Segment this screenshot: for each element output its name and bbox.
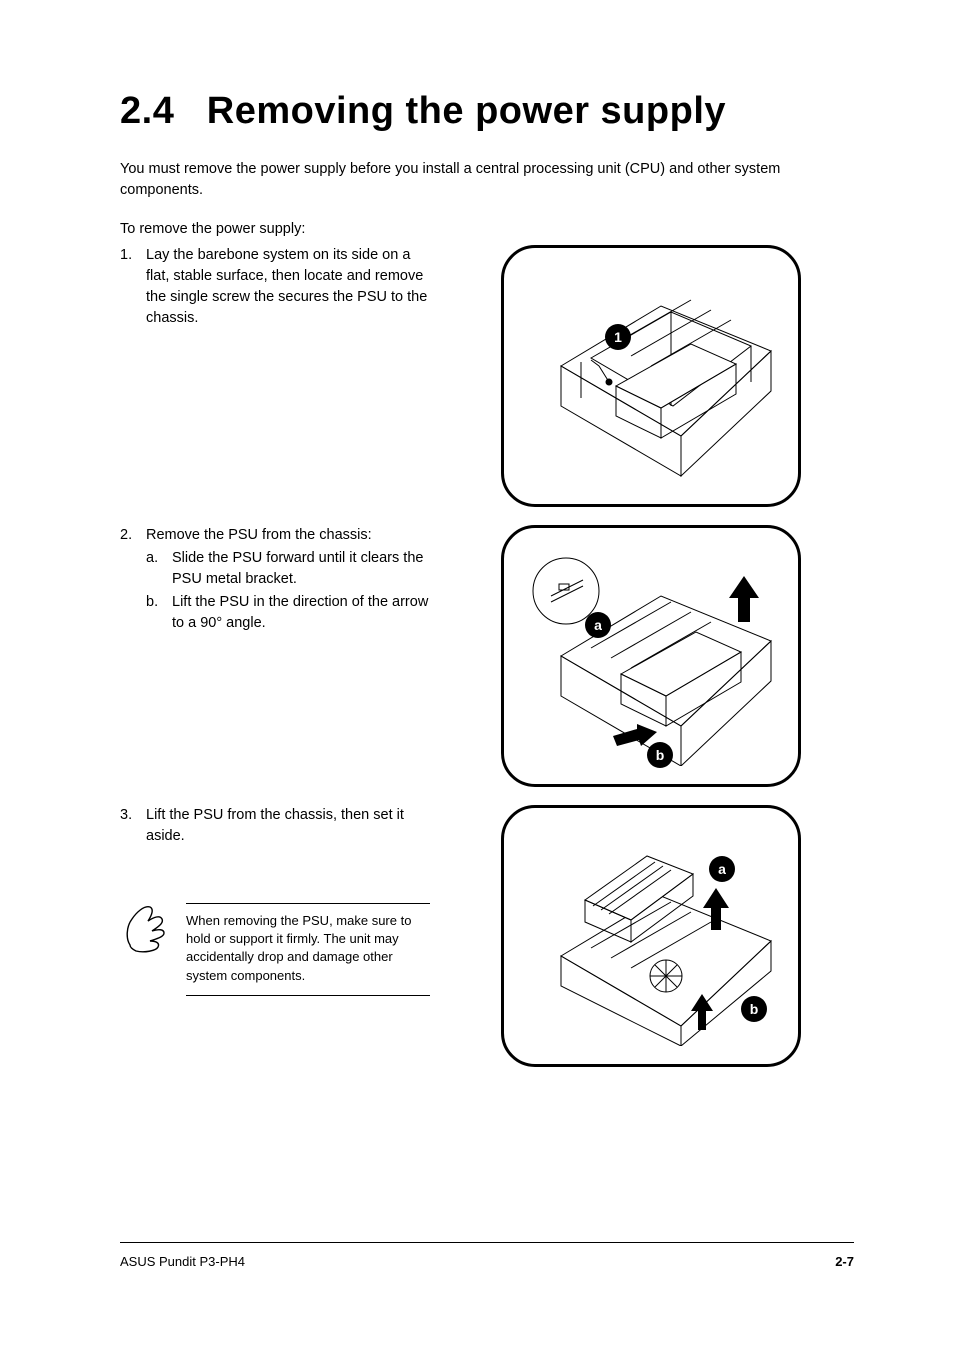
step-2-number: 2. bbox=[120, 525, 136, 634]
arrow-up-icon bbox=[729, 576, 759, 622]
footer-left: ASUS Pundit P3-PH4 bbox=[120, 1254, 245, 1269]
note-text: When removing the PSU, make sure to hold… bbox=[186, 903, 430, 996]
step-row-3: 3. Lift the PSU from the chassis, then s… bbox=[120, 805, 854, 1067]
heading-number: 2.4 bbox=[120, 90, 174, 133]
heading-title: Removing the power supply bbox=[207, 90, 726, 132]
step-row-1: 1. Lay the barebone system on its side o… bbox=[120, 245, 854, 507]
step-2a-text: Slide the PSU forward until it clears th… bbox=[172, 548, 430, 590]
callout-3b-marker: b bbox=[741, 996, 767, 1022]
callout-3a-marker: a bbox=[709, 856, 735, 882]
arrow-forward-icon bbox=[613, 724, 657, 754]
figure-2: a b bbox=[501, 525, 801, 787]
note-hand-icon bbox=[120, 897, 170, 996]
step-2-body: Remove the PSU from the chassis: bbox=[146, 525, 430, 546]
step-2b-num: b. bbox=[146, 592, 164, 634]
footer-rule bbox=[120, 1242, 854, 1243]
step-2b-text: Lift the PSU in the direction of the arr… bbox=[172, 592, 430, 634]
note-block: When removing the PSU, make sure to hold… bbox=[120, 903, 430, 996]
step-3-number: 3. bbox=[120, 805, 136, 847]
step-3-body: Lift the PSU from the chassis, then set … bbox=[146, 805, 430, 847]
intro-paragraph: You must remove the power supply before … bbox=[120, 159, 830, 201]
figure-3: a b bbox=[501, 805, 801, 1067]
step-2a-num: a. bbox=[146, 548, 164, 590]
footer-page-number: 2-7 bbox=[835, 1254, 854, 1269]
figure-1: 1 bbox=[501, 245, 801, 507]
callout-1-marker: 1 bbox=[605, 324, 631, 350]
arrow-up-icon bbox=[703, 888, 729, 930]
arrow-up-icon bbox=[691, 994, 713, 1030]
step-1-number: 1. bbox=[120, 245, 136, 329]
section-heading: 2.4 Removing the power supply bbox=[120, 90, 854, 133]
step-row-2: 2. Remove the PSU from the chassis: a. S… bbox=[120, 525, 854, 787]
intro-label: To remove the power supply: bbox=[120, 221, 854, 237]
callout-2a-marker: a bbox=[585, 612, 611, 638]
step-1-body: Lay the barebone system on its side on a… bbox=[146, 245, 430, 329]
